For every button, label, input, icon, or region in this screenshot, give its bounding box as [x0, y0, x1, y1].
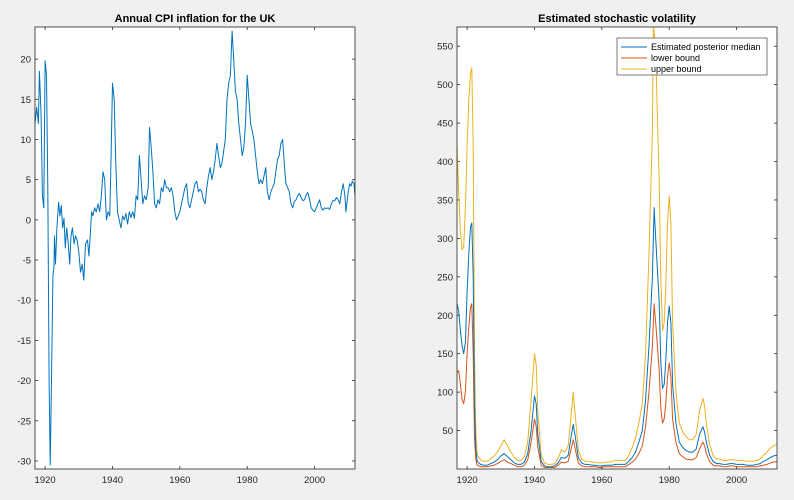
inflation-ytick-label: -20: [17, 376, 31, 387]
volatility-series-group: [457, 27, 777, 468]
series-line-upper-bound: [457, 27, 777, 465]
inflation-ytick-label: -25: [17, 416, 31, 427]
inflation-ytick-label: -15: [17, 336, 31, 347]
volatility-ytick-label: 350: [437, 195, 453, 206]
volatility-axis-ticks: 1920 1940 1960 1980 2000 50 100 150 200 250 300 350…: [437, 27, 777, 486]
inflation-ytick-label: 20: [20, 55, 31, 66]
inflation-chart: Annual CPI inflation for the UK 1920 1940…: [17, 13, 356, 486]
volatility-legend: Estimated posterior median lower bound u…: [616, 37, 768, 76]
volatility-xtick-label: 1960: [591, 475, 612, 486]
legend-label-posterior-median: Estimated posterior median: [651, 42, 761, 52]
inflation-xtick-label: 1940: [102, 475, 123, 486]
volatility-plot-area: [457, 27, 777, 469]
volatility-xtick-label: 2000: [726, 475, 747, 486]
inflation-axes-box: [34, 26, 356, 470]
inflation-xtick-label: 1920: [35, 475, 56, 486]
inflation-xtick-label: 2000: [304, 475, 325, 486]
series-line-estimated-posterior-median: [457, 207, 777, 468]
inflation-ytick-label: 5: [26, 175, 31, 186]
series-line-cpi-inflation: [35, 30, 355, 466]
inflation-ytick-label: -30: [17, 456, 31, 467]
inflation-plot-area: [35, 27, 355, 469]
volatility-ytick-label: 200: [437, 311, 453, 322]
inflation-ytick-label: -10: [17, 296, 31, 307]
volatility-ytick-label: 550: [437, 42, 453, 53]
volatility-axes-box: [456, 26, 778, 470]
series-line-lower-bound: [457, 303, 777, 468]
volatility-ytick-label: 400: [437, 157, 453, 168]
inflation-chart-title: Annual CPI inflation for the UK: [115, 13, 276, 25]
inflation-axis-ticks: 1920 1940 1960 1980 2000 -30 -25 -20 -15 -10 -5 0 5 1…: [17, 27, 355, 486]
volatility-xtick-label: 1940: [524, 475, 545, 486]
volatility-ytick-label: 500: [437, 80, 453, 91]
volatility-ytick-label: 150: [437, 349, 453, 360]
volatility-ytick-label: 300: [437, 234, 453, 245]
inflation-ytick-label: -5: [23, 256, 31, 267]
inflation-ytick-label: 0: [26, 215, 31, 226]
inflation-ytick-label: 10: [20, 135, 31, 146]
legend-label-upper-bound: upper bound: [651, 64, 702, 74]
inflation-xtick-label: 1960: [169, 475, 190, 486]
volatility-xtick-label: 1920: [457, 475, 478, 486]
volatility-chart-title: Estimated stochastic volatility: [538, 13, 697, 25]
legend-label-lower-bound: lower bound: [651, 53, 700, 63]
volatility-xtick-label: 1980: [659, 475, 680, 486]
inflation-series-group: [35, 30, 355, 466]
inflation-xtick-label: 1980: [237, 475, 258, 486]
volatility-ytick-label: 450: [437, 119, 453, 130]
volatility-ytick-label: 100: [437, 388, 453, 399]
inflation-ytick-label: 15: [20, 95, 31, 106]
volatility-ytick-label: 50: [442, 426, 453, 437]
volatility-ytick-label: 250: [437, 272, 453, 283]
volatility-chart: Estimated stochastic volatility 1920 1940…: [437, 13, 778, 486]
